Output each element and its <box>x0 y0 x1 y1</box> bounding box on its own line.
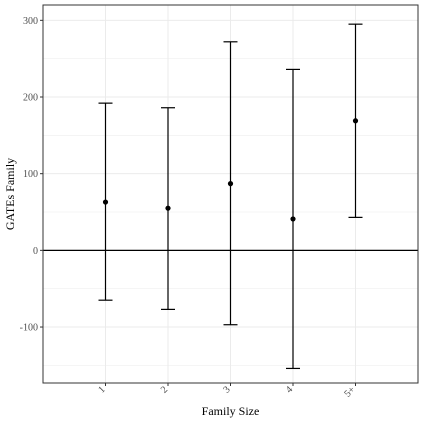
y-tick-label: -100 <box>20 323 38 334</box>
y-tick-label: 200 <box>23 93 38 104</box>
y-tick-label: 300 <box>23 16 38 27</box>
point-estimate-4 <box>290 216 296 222</box>
x-axis-title: Family Size <box>202 404 260 418</box>
point-estimates <box>102 118 359 222</box>
x-axis: 1 2 3 4 5+ <box>96 383 358 400</box>
x-tick-label: 4 <box>284 384 295 395</box>
y-axis-title: GATEs Family <box>3 158 17 230</box>
y-tick-label: 0 <box>33 246 38 257</box>
x-tick-label: 2 <box>159 384 170 395</box>
x-tick-label: 5+ <box>342 384 358 400</box>
x-tick-label: 3 <box>221 384 232 395</box>
error-bars <box>98 23 363 370</box>
point-estimate-5+ <box>352 118 359 124</box>
x-tick-label: 1 <box>96 384 107 395</box>
point-estimate-3 <box>227 181 234 187</box>
y-tick-label: 100 <box>23 169 38 180</box>
y-axis: -100 0 100 200 300 <box>20 16 43 334</box>
point-estimate-2 <box>165 205 171 211</box>
point-estimate-1 <box>102 199 109 205</box>
